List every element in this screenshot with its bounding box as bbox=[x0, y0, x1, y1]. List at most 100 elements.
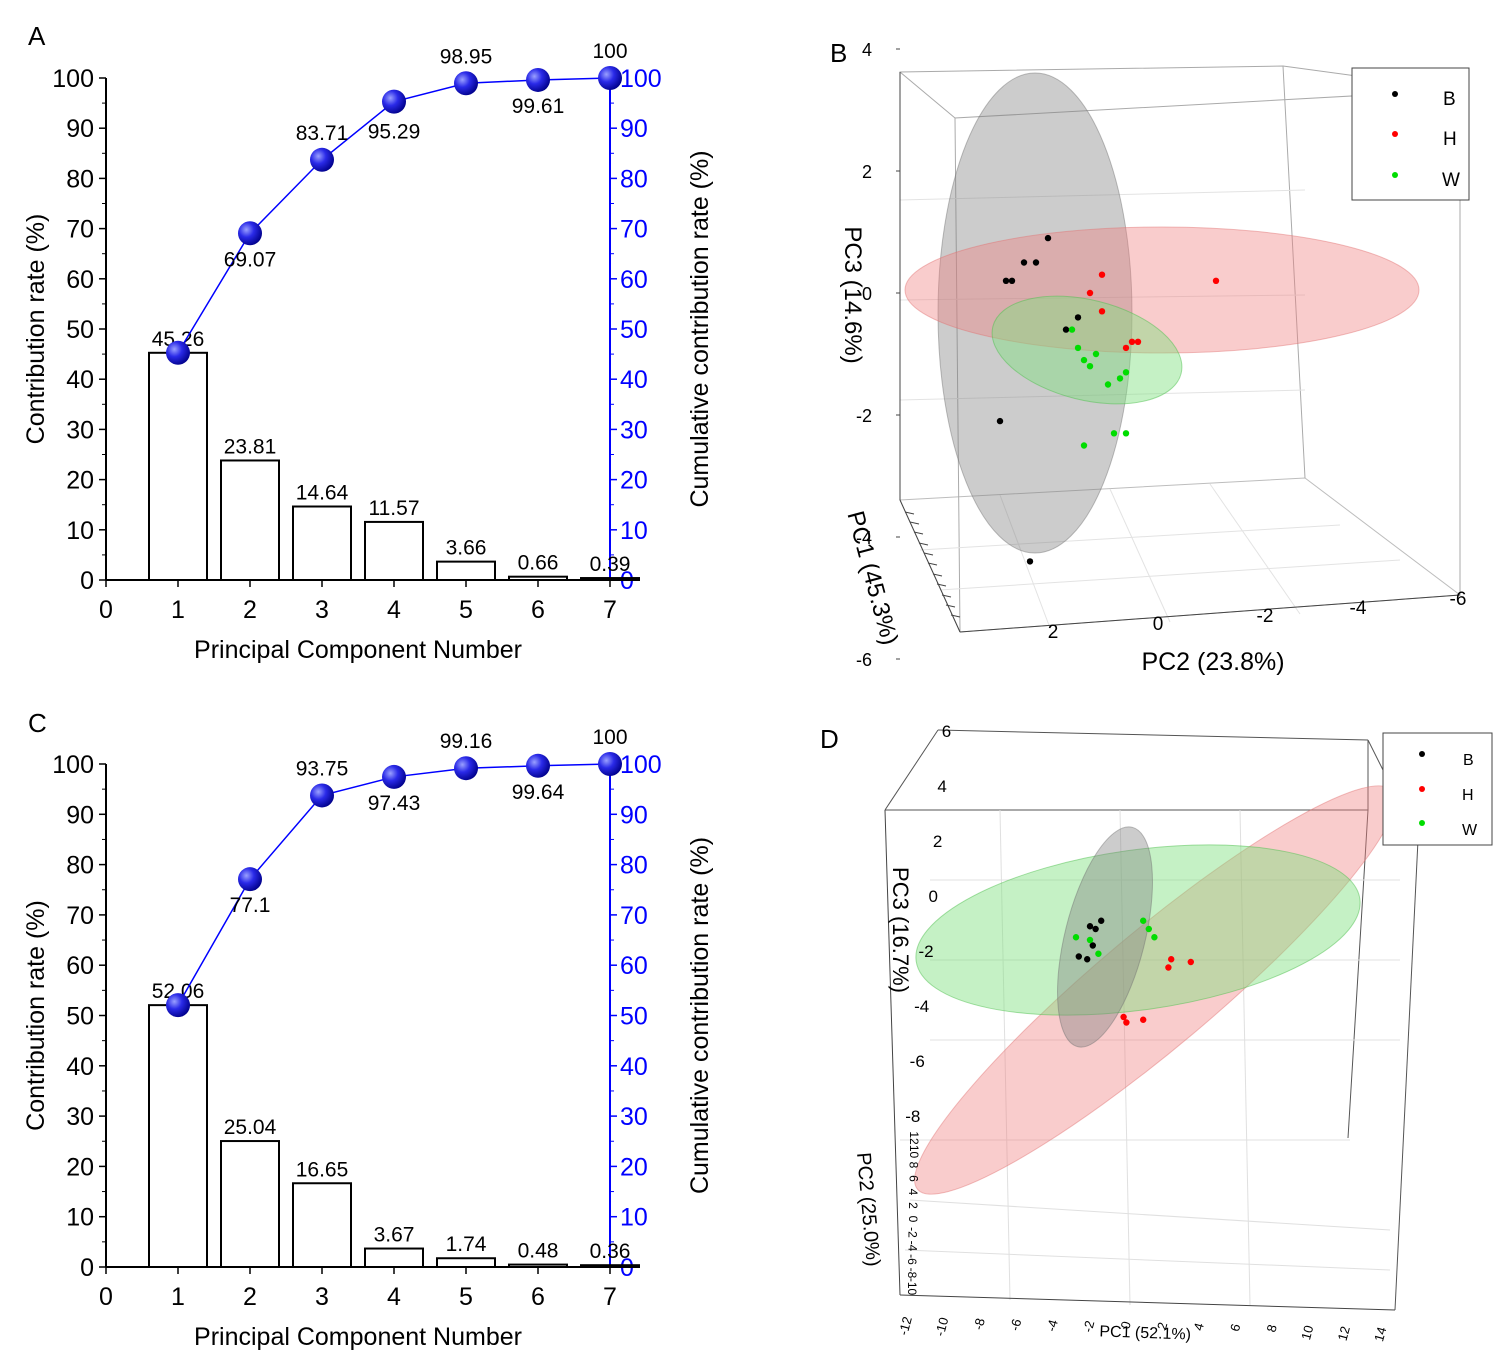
a-cumulative-label: 98.95 bbox=[440, 45, 493, 68]
point-b-w bbox=[1122, 430, 1130, 437]
c-y2tick-label: 30 bbox=[620, 1103, 648, 1131]
pc1-ticks-b bbox=[904, 511, 961, 618]
c-cumulative-label: 97.43 bbox=[368, 792, 421, 815]
point-b-b bbox=[1008, 277, 1016, 284]
c-bar-value-label: 52.06 bbox=[152, 980, 205, 1003]
c-cumulative-marker bbox=[382, 764, 406, 789]
a-bar bbox=[220, 459, 280, 581]
a-bar bbox=[436, 560, 496, 581]
a-cumulative-line bbox=[177, 77, 611, 354]
a-y2tick-label: 20 bbox=[620, 467, 648, 495]
ytick-label-d: 2 bbox=[906, 1202, 920, 1209]
ztick-label-d: 0 bbox=[929, 887, 938, 906]
point-b-h bbox=[1098, 308, 1106, 315]
a-bar-value-label: 3.66 bbox=[446, 537, 487, 560]
xtick-label-d: 12 bbox=[1335, 1324, 1353, 1342]
point-d-h bbox=[1120, 1013, 1127, 1021]
point-b-h bbox=[1128, 338, 1136, 345]
a-bar bbox=[148, 351, 208, 581]
panel-letter-b: B bbox=[830, 38, 847, 68]
a-y2tick-label: 40 bbox=[620, 366, 648, 394]
point-d-w bbox=[1140, 917, 1147, 924]
point-d-b bbox=[1086, 923, 1094, 930]
point-d-w bbox=[1095, 950, 1102, 957]
xtick-label-d: 2 bbox=[1154, 1320, 1170, 1331]
a-cumulative-marker bbox=[310, 147, 334, 172]
xtick-label-d: 4 bbox=[1191, 1321, 1207, 1332]
point-d-b bbox=[1098, 917, 1105, 924]
point-b-w bbox=[1080, 356, 1088, 364]
point-b-b bbox=[1026, 558, 1034, 565]
panel-b-3d-scatter: -6-4-2024620-2-4-6 PC3 (14.6%) PC1 (45.3… bbox=[839, 40, 1470, 676]
ztick-label-d: -2 bbox=[918, 942, 933, 961]
c-ytick-label: 60 bbox=[66, 952, 94, 980]
points-d bbox=[1072, 917, 1195, 1026]
c-y2tick-label: 20 bbox=[620, 1153, 648, 1181]
c-bar-value-label: 16.65 bbox=[296, 1158, 349, 1181]
ztick-label-d: 2 bbox=[933, 832, 942, 851]
c-cumulative-label: 93.75 bbox=[296, 757, 349, 780]
point-b-b bbox=[1002, 277, 1010, 284]
ztick-label-d: -8 bbox=[905, 1107, 920, 1126]
a-bar bbox=[580, 577, 640, 581]
xtick-label-d: 0 bbox=[1118, 1320, 1134, 1331]
c-xtick-label: 3 bbox=[315, 1283, 329, 1311]
point-b-h bbox=[1098, 271, 1106, 278]
a-ytick-label: 70 bbox=[66, 216, 94, 244]
a-y2tick-label: 60 bbox=[620, 266, 648, 294]
a-ytick-label: 10 bbox=[66, 517, 94, 545]
point-d-b bbox=[1075, 953, 1083, 960]
point-b-h bbox=[1122, 344, 1130, 352]
confidence-ellipses-d bbox=[914, 785, 1396, 1195]
c-xtick-label: 2 bbox=[243, 1283, 257, 1311]
a-cumulative-label: 100 bbox=[592, 40, 627, 63]
tick-labels-b: -6-4-2024620-2-4-6 bbox=[856, 40, 1466, 670]
c-cumulative-marker bbox=[454, 756, 478, 781]
c-cumulative-marker bbox=[238, 867, 262, 892]
a-y2tick-label: 0 bbox=[620, 567, 634, 595]
c-bar bbox=[220, 1140, 280, 1269]
c-y2tick-label: 80 bbox=[620, 852, 648, 880]
legend-d-label-b: B bbox=[1463, 752, 1474, 769]
c-ytick-label: 90 bbox=[66, 801, 94, 829]
c-y2tick-label: 10 bbox=[620, 1204, 648, 1232]
xtick-label-d: 6 bbox=[1227, 1322, 1243, 1333]
point-d-w bbox=[1086, 936, 1094, 944]
point-b-w bbox=[1116, 375, 1124, 382]
a-y2tick-label: 30 bbox=[620, 416, 648, 444]
ytick-label-d: 4 bbox=[906, 1189, 920, 1196]
a-bar bbox=[508, 575, 568, 582]
a-ytick-label: 40 bbox=[66, 366, 94, 394]
c-ytick-label: 20 bbox=[66, 1153, 94, 1181]
a-xtick-label: 1 bbox=[171, 596, 185, 624]
c-cumulative-label: 100 bbox=[592, 726, 627, 749]
c-x-axis-title: Principal Component Number bbox=[194, 1323, 522, 1351]
ytick-label-d: -10 bbox=[905, 1278, 919, 1296]
ztick-label-d: 6 bbox=[942, 722, 951, 741]
point-b-w bbox=[1080, 442, 1088, 449]
point-d-b bbox=[1089, 942, 1097, 949]
a-ytick-label: 60 bbox=[66, 266, 94, 294]
a-xtick-label: 7 bbox=[603, 596, 617, 624]
c-bar bbox=[148, 1004, 208, 1268]
xtick-label-d: 8 bbox=[1264, 1323, 1280, 1334]
box-3d-b bbox=[899, 65, 1462, 633]
c-cumulative-marker bbox=[310, 783, 334, 808]
a-cumulative-marker bbox=[526, 67, 550, 92]
point-d-h bbox=[1140, 1016, 1147, 1023]
xtick-label-d: -4 bbox=[1043, 1318, 1060, 1333]
axis-title-pc1-b: PC1 (45.3%) bbox=[841, 508, 903, 648]
a-cumulative-marker bbox=[454, 71, 478, 96]
axis-title-pc1-d: PC1 (52.1%) bbox=[1099, 1323, 1191, 1343]
legend-d-label-h: H bbox=[1462, 787, 1474, 804]
point-b-w bbox=[1074, 344, 1082, 352]
c-y2-axis-title: Cumulative contribution rate (%) bbox=[686, 837, 714, 1194]
ytick-label-d: 8 bbox=[907, 1162, 921, 1169]
c-ytick-label: 10 bbox=[66, 1204, 94, 1232]
c-cumulative-marker bbox=[166, 993, 190, 1018]
ytick-label-d: -2 bbox=[906, 1227, 920, 1238]
a-bar-value-label: 0.66 bbox=[518, 552, 559, 575]
ztick-label-d: -6 bbox=[910, 1052, 925, 1071]
